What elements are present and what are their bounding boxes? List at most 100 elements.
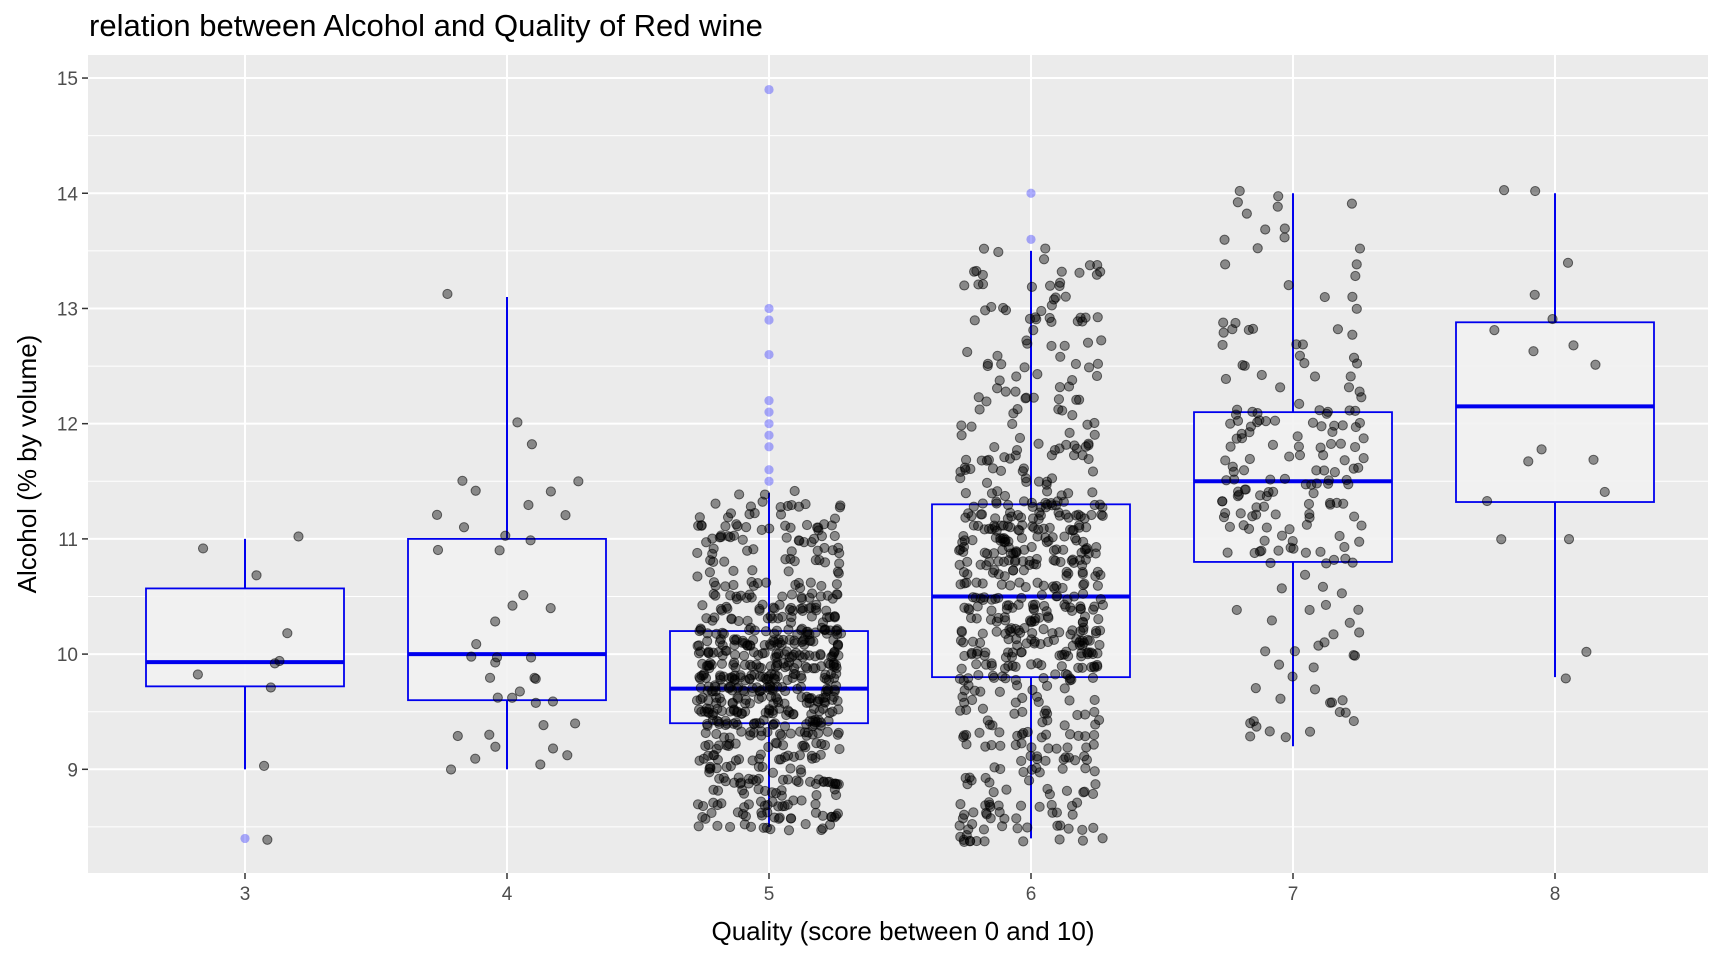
jitter-point — [810, 807, 822, 818]
jitter-point — [788, 795, 799, 806]
jitter-point — [1054, 277, 1066, 288]
jitter-point — [1068, 557, 1080, 568]
jitter-point — [804, 716, 815, 727]
jitter-point — [977, 703, 989, 714]
jitter-point — [834, 502, 846, 513]
jitter-point — [1063, 381, 1075, 392]
jitter-point — [715, 672, 726, 683]
jitter-point — [1009, 708, 1020, 719]
jitter-point — [998, 556, 1010, 567]
jitter-point — [793, 776, 804, 788]
jitter-point — [979, 547, 990, 558]
jitter-point — [1251, 509, 1262, 520]
jitter-point — [1028, 603, 1039, 614]
jitter-point — [718, 671, 729, 682]
jitter-point — [986, 740, 997, 751]
jitter-point — [1064, 695, 1075, 706]
jitter-point — [1003, 634, 1014, 645]
jitter-point — [1334, 706, 1345, 718]
chart-title: relation between Alcohol and Quality of … — [89, 8, 763, 43]
jitter-point — [1010, 547, 1021, 558]
jitter-point — [815, 591, 826, 602]
jitter-point — [955, 635, 967, 646]
jitter-point — [1066, 800, 1078, 812]
jitter-point — [1335, 438, 1346, 449]
jitter-point — [777, 801, 788, 812]
jitter-point — [1349, 511, 1360, 522]
jitter-point — [1336, 588, 1347, 599]
jitter-point — [1062, 742, 1073, 753]
jitter-point — [1028, 558, 1039, 570]
jitter-point — [815, 749, 826, 760]
jitter-point — [1071, 535, 1082, 546]
jitter-point — [1022, 726, 1033, 738]
jitter-point — [1082, 634, 1093, 645]
jitter-point — [702, 685, 713, 696]
jitter-point — [1284, 524, 1295, 535]
plot-panel — [88, 55, 1708, 873]
jitter-point — [776, 790, 787, 801]
jitter-point — [1063, 568, 1074, 579]
jitter-point — [971, 577, 982, 588]
jitter-point — [697, 658, 708, 669]
jitter-point — [773, 648, 784, 659]
jitter-point — [1067, 625, 1078, 636]
jitter-point — [1041, 708, 1053, 719]
jitter-point — [1234, 185, 1245, 197]
jitter-point — [1016, 738, 1027, 749]
jitter-point — [1243, 523, 1255, 534]
jitter-point — [1260, 224, 1271, 235]
box-iqr — [407, 537, 607, 702]
jitter-point — [981, 560, 992, 571]
jitter-point — [955, 579, 966, 590]
jitter-point — [1220, 373, 1232, 385]
jitter-point — [1334, 530, 1345, 542]
jitter-point — [982, 360, 993, 372]
jitter-point — [1001, 784, 1012, 795]
jitter-point — [789, 485, 800, 497]
jitter-point — [1232, 415, 1244, 426]
jitter-point — [1076, 648, 1087, 659]
jitter-point — [749, 508, 760, 519]
jitter-point — [1325, 438, 1337, 450]
jitter-point — [1023, 775, 1035, 786]
jitter-point — [740, 811, 751, 822]
jitter-point — [1036, 305, 1047, 317]
jitter-point — [741, 522, 752, 533]
jitter-point — [966, 421, 977, 432]
jitter-point — [831, 779, 843, 790]
jitter-point — [262, 834, 273, 845]
jitter-point — [1294, 398, 1305, 409]
jitter-point — [1351, 358, 1363, 369]
jitter-point — [1496, 534, 1507, 545]
jitter-point — [994, 727, 1005, 738]
jitter-point — [1293, 441, 1305, 452]
jitter-point — [570, 718, 581, 729]
jitter-point — [1304, 726, 1316, 737]
jitter-point — [1280, 732, 1291, 743]
jitter-point — [1093, 614, 1104, 625]
jitter-point — [815, 720, 826, 731]
jitter-point — [693, 640, 705, 651]
jitter-point — [1022, 822, 1033, 833]
jitter-point — [1038, 254, 1050, 265]
outlier-point — [764, 407, 774, 417]
jitter-point — [1244, 453, 1255, 465]
jitter-point — [987, 463, 999, 474]
jitter-point — [814, 555, 825, 566]
jitter-point — [1273, 545, 1284, 556]
jitter-point — [1049, 445, 1060, 456]
jitter-point — [790, 669, 801, 680]
jitter-point — [1300, 547, 1311, 558]
jitter-point — [1358, 433, 1369, 444]
box-quality-4 — [407, 296, 607, 770]
jitter-point — [954, 673, 966, 684]
jitter-point — [1014, 577, 1025, 588]
jitter-point — [1218, 327, 1229, 338]
jitter-point — [1035, 501, 1046, 513]
jitter-point — [1287, 671, 1298, 682]
jitter-point — [827, 593, 838, 604]
jitter-point — [702, 636, 713, 647]
outlier-point — [764, 396, 774, 406]
jitter-point — [753, 784, 764, 795]
